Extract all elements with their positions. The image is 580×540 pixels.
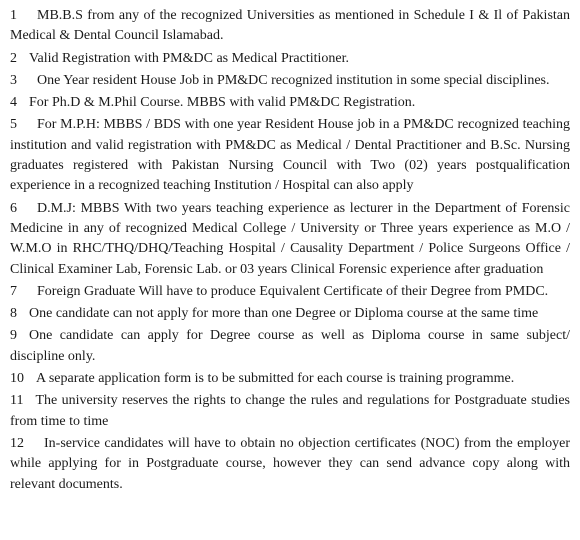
list-item: 10 A separate application form is to be s…: [10, 369, 570, 389]
list-item: 7 Foreign Graduate Will have to produce E…: [10, 282, 570, 302]
list-item: 11The university reserves the rights to …: [10, 391, 570, 432]
list-item: 6D.M.J: MBBS With two years teaching exp…: [10, 199, 570, 280]
item-number: 1: [10, 8, 17, 23]
list-item: 5For M.P.H: MBBS / BDS with one year Res…: [10, 115, 570, 196]
item-text: A separate application form is to be sub…: [36, 371, 514, 386]
item-text: One Year resident House Job in PM&DC rec…: [37, 73, 550, 88]
item-text: Foreign Graduate Will have to produce Eq…: [37, 284, 548, 299]
item-number: 4: [10, 95, 17, 110]
item-text: Valid Registration with PM&DC as Medical…: [29, 51, 349, 66]
item-text: The university reserves the rights to ch…: [10, 393, 570, 428]
item-number: 8: [10, 306, 17, 321]
item-number: 10: [10, 371, 24, 386]
item-number: 12: [10, 436, 24, 451]
item-text: In-service candidates will have to obtai…: [10, 436, 570, 492]
item-text: MB.B.S from any of the recognized Univer…: [10, 8, 570, 43]
list-item: 12In-service candidates will have to obt…: [10, 434, 570, 495]
list-item: 4 For Ph.D & M.Phil Course. MBBS with val…: [10, 93, 570, 113]
item-text: D.M.J: MBBS With two years teaching expe…: [10, 201, 570, 277]
item-number: 9: [10, 328, 17, 343]
item-text: For Ph.D & M.Phil Course. MBBS with vali…: [29, 95, 415, 110]
list-item: 9One candidate can apply for Degree cour…: [10, 326, 570, 367]
item-number: 5: [10, 117, 17, 132]
item-text: For M.P.H: MBBS / BDS with one year Resi…: [10, 117, 570, 193]
item-number: 6: [10, 201, 17, 216]
list-item: 1MB.B.S from any of the recognized Unive…: [10, 6, 570, 47]
list-item: 8 One candidate can not apply for more th…: [10, 304, 570, 324]
item-number: 11: [10, 393, 23, 408]
item-number: 2: [10, 51, 17, 66]
item-number: 3: [10, 73, 17, 88]
list-item: 3 One Year resident House Job in PM&DC re…: [10, 71, 570, 91]
item-text: One candidate can apply for Degree cours…: [10, 328, 570, 363]
list-item: 2 Valid Registration with PM&DC as Medica…: [10, 49, 570, 69]
numbered-list: 1MB.B.S from any of the recognized Unive…: [0, 0, 580, 507]
item-number: 7: [10, 284, 17, 299]
item-text: One candidate can not apply for more tha…: [29, 306, 538, 321]
